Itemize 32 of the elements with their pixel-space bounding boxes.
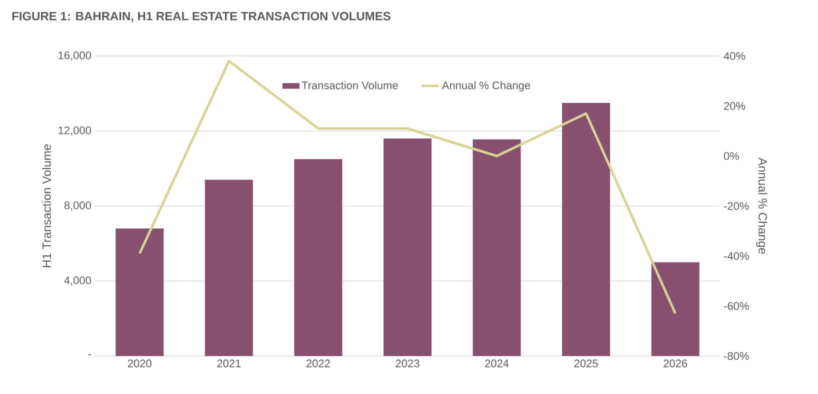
- bar: [204, 180, 253, 356]
- y2-tick-label: -20%: [724, 202, 749, 210]
- bar: [116, 228, 164, 356]
- legend-label: Annual % Change: [442, 81, 530, 92]
- y2-tick-label: -60%: [724, 302, 749, 310]
- line-series: [138, 60, 677, 315]
- x-tick-label: 2025: [574, 360, 598, 368]
- y-tick-label: 12,000: [58, 126, 92, 136]
- y2-tick-label: 40%: [724, 52, 746, 60]
- chart-title: FIGURE 1: BAHRAIN, H1 REAL ESTATE TRANSACTION VOLUMES: [12, 12, 390, 22]
- bar: [294, 159, 342, 356]
- y2-tick-label: -80%: [724, 352, 749, 360]
- legend-label: Transaction Volume: [302, 81, 398, 90]
- y-tick-label: -: [88, 354, 91, 356]
- x-tick-label: 2024: [485, 360, 509, 368]
- x-tick-label: 2026: [664, 360, 688, 368]
- y2-axis-title: Annual % Change: [756, 158, 768, 254]
- y2-tick-label: -40%: [724, 252, 749, 260]
- y2-tick-label: 0%: [724, 152, 740, 160]
- x-tick-label: 2023: [396, 360, 420, 368]
- y-tick-label: 16,000: [58, 51, 92, 61]
- x-tick-label: 2020: [128, 360, 152, 368]
- y-axis-title: H1 Transaction Volume: [42, 144, 51, 268]
- x-tick-label: 2022: [306, 360, 330, 368]
- bar: [384, 138, 432, 356]
- bar: [472, 139, 521, 356]
- y-tick-label: 8,000: [64, 201, 92, 211]
- y2-tick-label: 20%: [724, 102, 746, 110]
- bar: [562, 102, 610, 356]
- x-tick-label: 2021: [217, 360, 241, 368]
- y-tick-label: 4,000: [64, 276, 92, 286]
- bar: [651, 262, 700, 356]
